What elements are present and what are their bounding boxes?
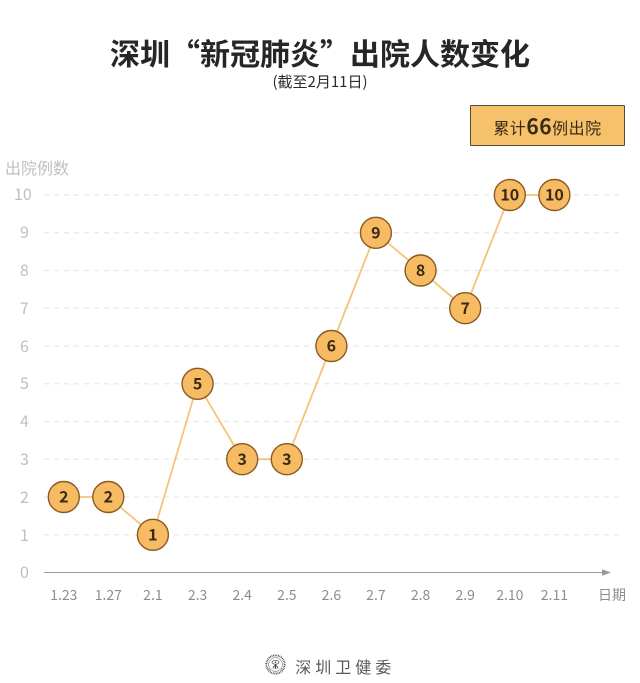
svg-text:8: 8 <box>416 257 425 281</box>
svg-text:6: 6 <box>327 333 336 357</box>
svg-text:3: 3 <box>282 446 291 470</box>
svg-text:5: 5 <box>193 370 202 394</box>
svg-text:10: 10 <box>545 182 564 206</box>
svg-text:10: 10 <box>500 182 519 206</box>
svg-text:2: 2 <box>59 484 68 508</box>
svg-text:1: 1 <box>148 521 157 545</box>
svg-text:3: 3 <box>237 446 246 470</box>
svg-text:9: 9 <box>371 219 380 243</box>
svg-text:7: 7 <box>460 295 469 319</box>
svg-text:2: 2 <box>104 484 113 508</box>
